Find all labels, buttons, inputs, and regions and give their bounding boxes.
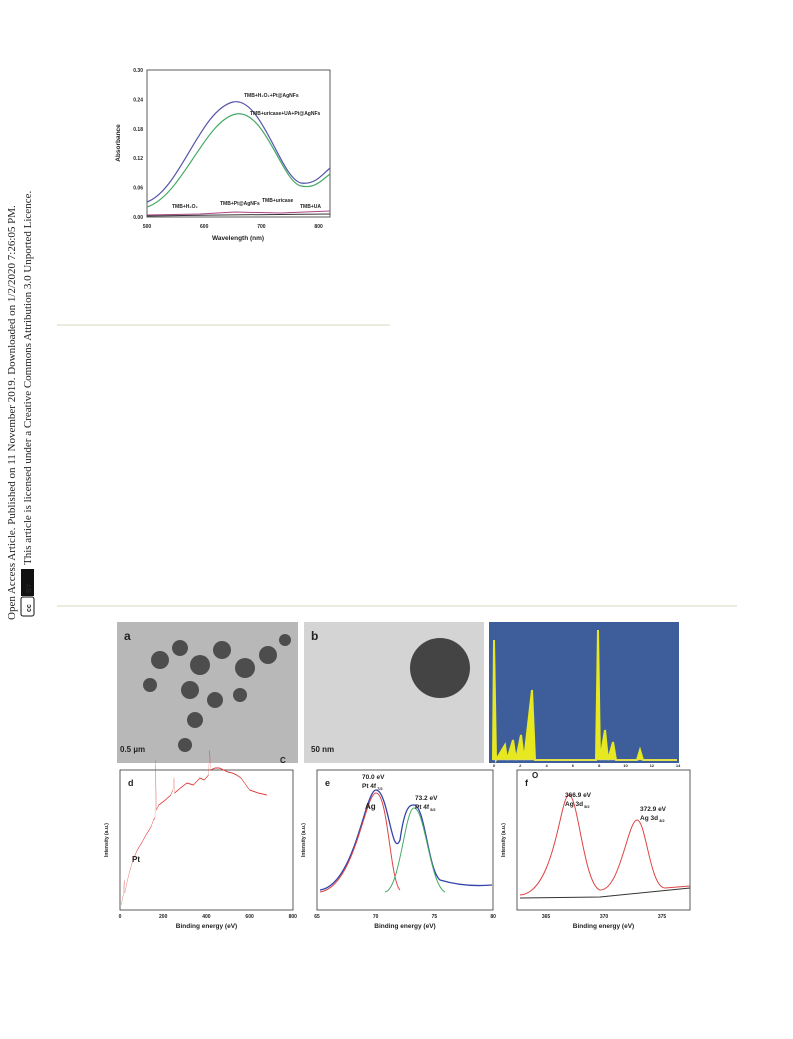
plot-frame <box>146 69 331 218</box>
peak-label: C <box>280 756 286 765</box>
curve <box>146 210 331 216</box>
y-tick-label: 0.18 <box>133 127 143 133</box>
peak-label: Ag 3d <box>565 801 583 808</box>
x-tick-label: 500 <box>143 224 152 230</box>
peak-label: 5/2 <box>584 804 590 809</box>
x-tick-label: 75 <box>432 914 438 920</box>
x-tick-label: 800 <box>289 914 298 920</box>
scale-bar: 50 nm <box>311 745 334 754</box>
peak-label: Ag 3d <box>640 815 658 822</box>
sidebar-text: This article is licensed under a Creativ… <box>22 191 34 565</box>
y-axis-label: Absorbance <box>115 124 122 162</box>
plot-frame <box>516 769 691 911</box>
peak-label: 3/2 <box>659 818 665 823</box>
y-tick-label: 0.30 <box>133 68 143 74</box>
x-tick-label: 375 <box>658 914 667 920</box>
badge: cc <box>26 604 33 612</box>
x-tick-label: 6 <box>572 763 575 768</box>
x-tick-label: 0 <box>493 763 496 768</box>
x-tick-label: 80 <box>490 914 496 920</box>
badge-cc-bg <box>20 596 35 617</box>
curve <box>319 792 401 893</box>
badge: BY <box>26 583 33 593</box>
panel-label: b <box>311 629 318 643</box>
annotation: TMB+Pt@AgNFs <box>220 201 260 207</box>
x-tick-label: 370 <box>600 914 609 920</box>
peak-label: Pt <box>132 855 140 864</box>
y-tick-label: 0.24 <box>133 97 143 103</box>
annotation: TMB+uricase+UA+Pt@AgNFs <box>250 111 321 117</box>
y-tick-label: 0.12 <box>133 156 143 162</box>
x-axis-label: Binding energy (eV) <box>573 923 634 930</box>
x-tick-label: 600 <box>245 914 254 920</box>
curve <box>384 807 446 893</box>
plot-frame <box>119 769 294 911</box>
x-axis-label: Binding energy (eV) <box>176 923 237 930</box>
x-tick-label: 200 <box>159 914 168 920</box>
peak-label: 70.0 eV <box>362 774 385 781</box>
x-axis-label: Binding energy (eV) <box>374 923 435 930</box>
x-tick-label: 70 <box>373 914 379 920</box>
x-tick-label: 700 <box>257 224 266 230</box>
peak-label: Ag <box>365 802 376 811</box>
panel-label: e <box>325 778 330 788</box>
x-tick-label: 600 <box>200 224 209 230</box>
panel-label: a <box>124 629 131 643</box>
panel-label: f <box>525 778 529 788</box>
x-tick-label: 8 <box>598 763 601 768</box>
y-axis-label: Intensity (a.u.) <box>501 823 507 857</box>
curve <box>146 101 331 203</box>
x-tick-label: 365 <box>542 914 551 920</box>
x-tick-label: 2 <box>519 763 522 768</box>
particle <box>410 638 470 698</box>
sidebar-text: Open Access Article. Published on 11 Nov… <box>6 205 18 620</box>
x-tick-label: 4 <box>545 763 548 768</box>
y-axis-label: Intensity (a.u.) <box>104 823 110 857</box>
curve <box>319 789 493 891</box>
peak-label: O <box>532 771 538 780</box>
y-tick-label: 0.00 <box>133 215 143 221</box>
x-tick-label: 10 <box>623 763 628 768</box>
curve <box>146 113 331 208</box>
peak-label: 366.9 eV <box>565 792 592 799</box>
x-tick-label: 400 <box>202 914 211 920</box>
baseline <box>519 887 691 899</box>
panel-label: d <box>128 778 134 788</box>
x-axis-label: Wavelength (nm) <box>212 235 264 242</box>
peak-label: Pt 4f <box>362 783 377 790</box>
curve <box>519 794 691 896</box>
annotation: TMB+UA <box>300 204 321 210</box>
x-tick-label: 14 <box>676 763 681 768</box>
peak-label: Pt 4f <box>415 804 430 811</box>
x-tick-label: 12 <box>650 763 655 768</box>
tem-image <box>117 622 298 763</box>
peak-label: 5/2 <box>430 807 436 812</box>
scale-bar: 0.5 µm <box>120 745 145 754</box>
eds-image <box>489 622 679 763</box>
x-tick-label: 800 <box>314 224 323 230</box>
y-tick-label: 0.06 <box>133 186 143 192</box>
xps-spectrum <box>121 749 267 906</box>
x-tick-label: 65 <box>314 914 320 920</box>
peak-label: 7/2 <box>377 786 383 791</box>
y-axis-label: Intensity (a.u.) <box>301 823 307 857</box>
x-tick-label: 0 <box>119 914 122 920</box>
annotation: TMB+H₂O₂ <box>172 204 198 210</box>
particles <box>143 634 291 752</box>
badge-by-bg <box>21 569 34 596</box>
peak-label: 372.9 eV <box>640 806 667 813</box>
annotation: TMB+uricase <box>262 198 293 204</box>
peak-label: 73.2 eV <box>415 795 438 802</box>
curve <box>146 213 331 217</box>
annotation: TMB+H₂O₂+Pt@AgNFs <box>244 93 299 99</box>
plot-frame <box>316 769 494 911</box>
